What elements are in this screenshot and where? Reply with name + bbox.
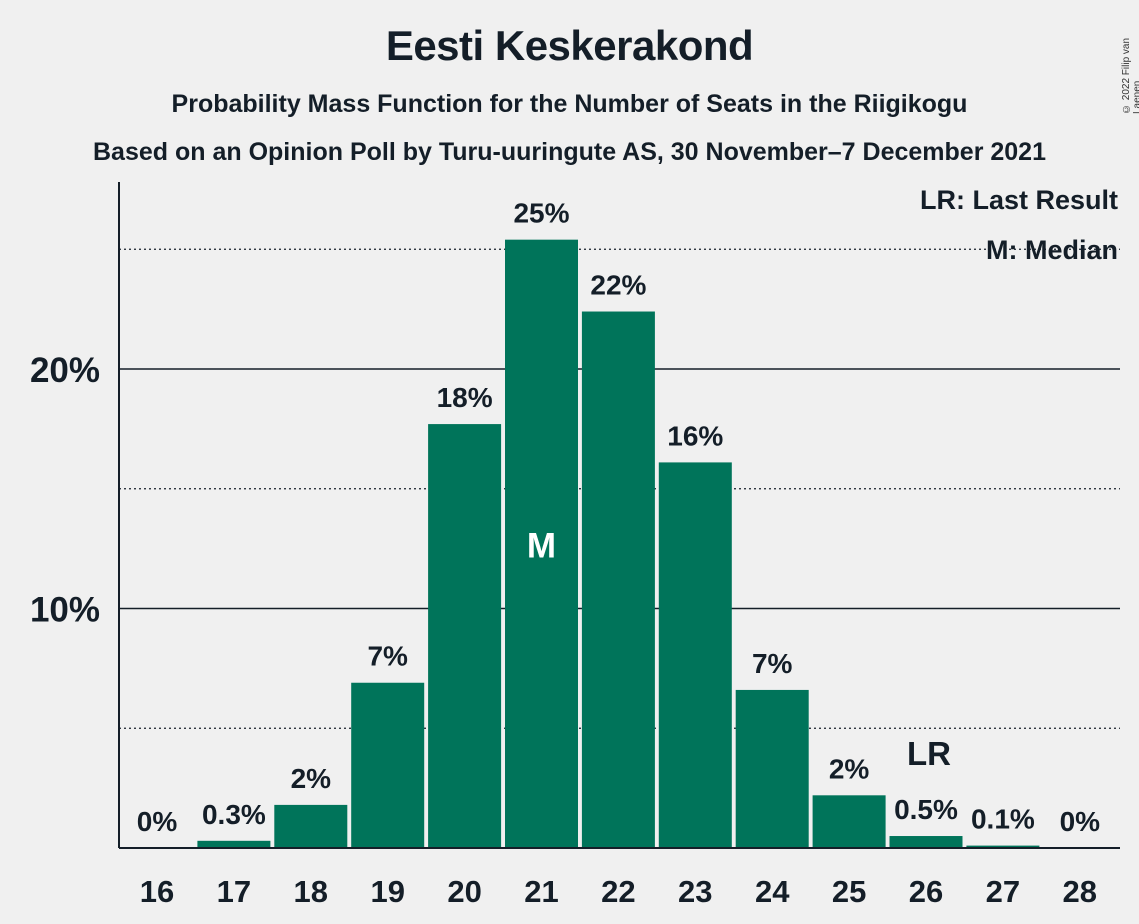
data-label-26: 0.5% — [894, 794, 958, 825]
data-label-16: 0% — [137, 806, 178, 837]
data-label-18: 2% — [291, 763, 332, 794]
last-result-marker: LR — [907, 735, 951, 772]
legend-last-result: LR: Last Result — [920, 185, 1118, 215]
x-tick-label-18: 18 — [294, 874, 328, 909]
data-label-25: 2% — [829, 753, 870, 784]
bar-25 — [812, 795, 886, 848]
x-tick-label-24: 24 — [755, 874, 790, 909]
bar-27 — [966, 845, 1040, 848]
x-tick-label-25: 25 — [832, 874, 866, 909]
bar-23 — [658, 462, 732, 848]
x-tick-label-17: 17 — [217, 874, 251, 909]
data-label-22: 22% — [590, 270, 646, 301]
x-tick-label-22: 22 — [601, 874, 635, 909]
x-tick-label-26: 26 — [909, 874, 943, 909]
x-tick-label-20: 20 — [447, 874, 481, 909]
bar-17 — [197, 840, 271, 848]
data-label-28: 0% — [1060, 806, 1101, 837]
data-label-21: 25% — [513, 198, 569, 229]
x-tick-label-27: 27 — [986, 874, 1020, 909]
bar-20 — [428, 424, 502, 848]
data-label-19: 7% — [367, 641, 408, 672]
x-tick-label-19: 19 — [370, 874, 404, 909]
x-tick-label-23: 23 — [678, 874, 712, 909]
data-label-23: 16% — [667, 420, 723, 451]
bar-22 — [581, 311, 655, 848]
data-label-20: 18% — [437, 382, 493, 413]
x-tick-label-16: 16 — [140, 874, 174, 909]
y-tick-label: 20% — [30, 351, 100, 390]
x-tick-label-21: 21 — [524, 874, 558, 909]
data-label-27: 0.1% — [971, 804, 1035, 835]
legend-median: M: Median — [986, 235, 1118, 265]
x-tick-label-28: 28 — [1063, 874, 1097, 909]
chart-subtitle: Probability Mass Function for the Number… — [171, 90, 968, 118]
data-label-17: 0.3% — [202, 799, 266, 830]
bar-21 — [505, 239, 578, 849]
median-marker: M — [527, 527, 556, 566]
bar-18 — [274, 804, 348, 848]
y-tick-label: 10% — [30, 591, 100, 630]
bar-24 — [735, 689, 809, 848]
data-label-24: 7% — [752, 648, 793, 679]
bar-26 — [889, 836, 963, 848]
chart-title: Eesti Keskerakond — [385, 22, 754, 69]
bar-19 — [351, 682, 425, 848]
chart-source-note: Based on an Opinion Poll by Turu-uuringu… — [92, 138, 1046, 166]
